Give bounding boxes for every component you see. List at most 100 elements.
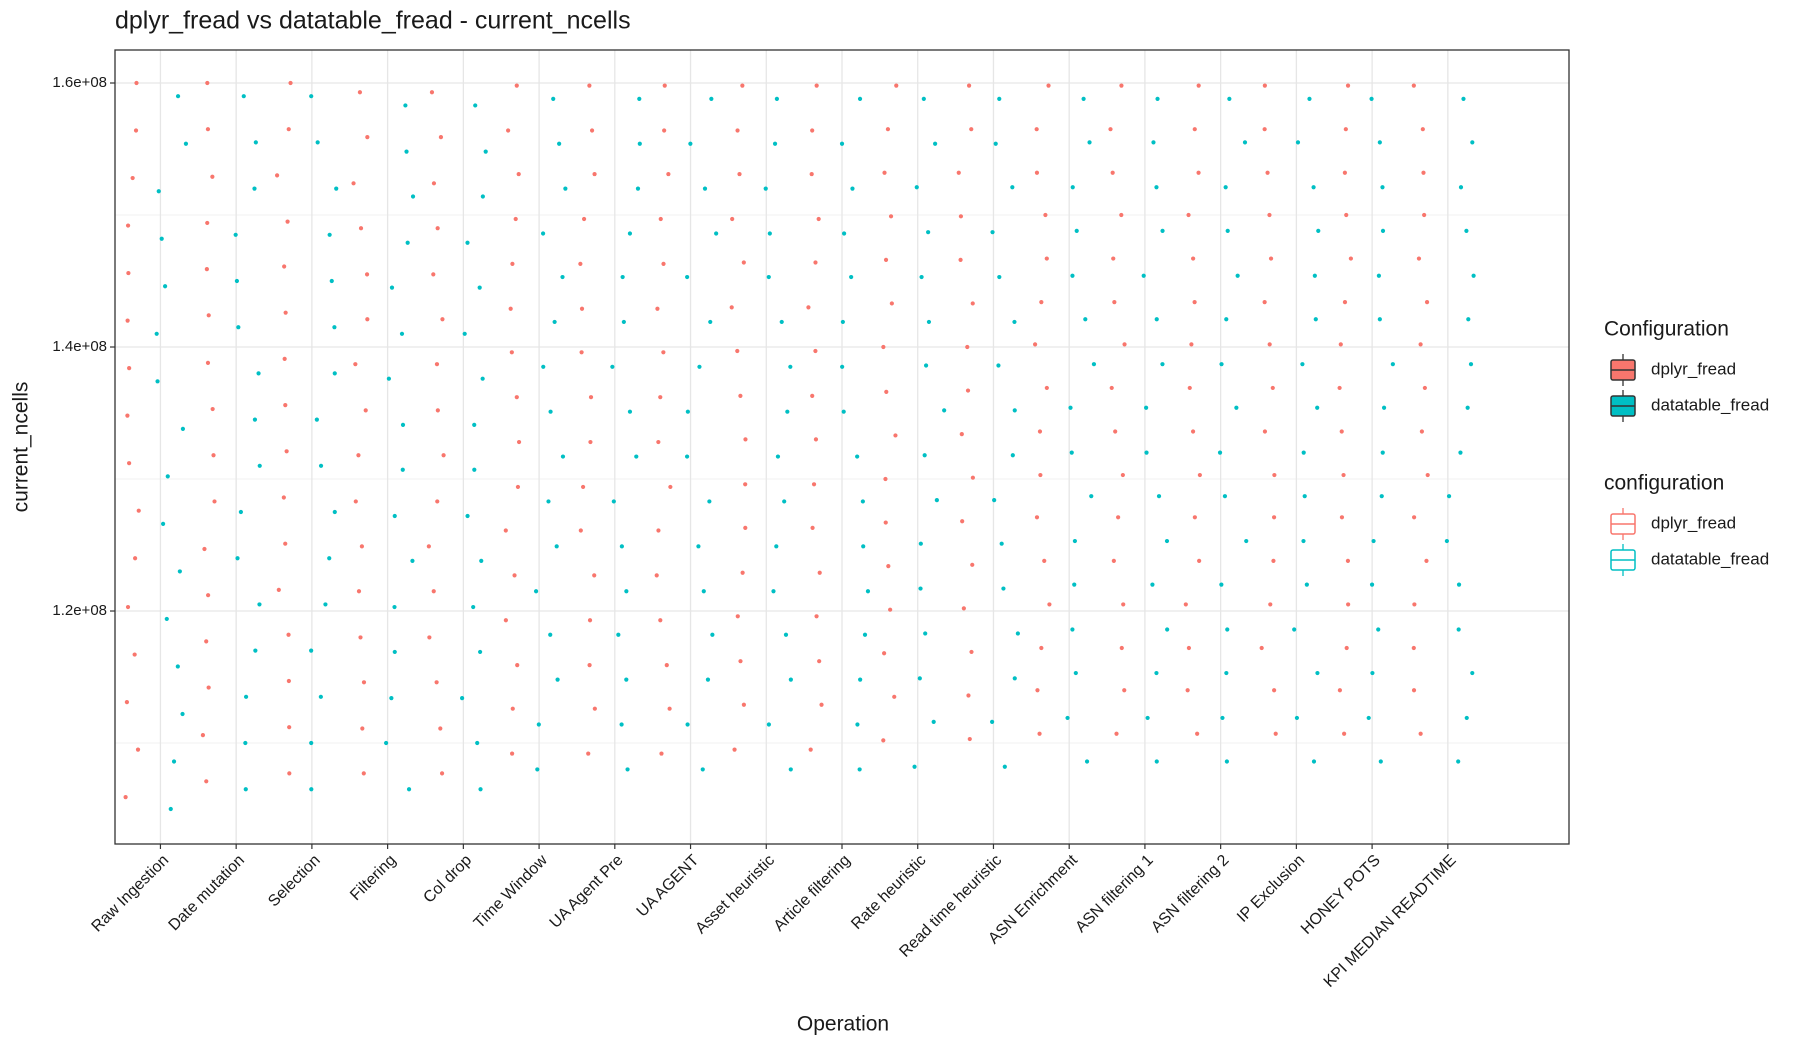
point xyxy=(358,635,363,640)
point xyxy=(1160,362,1165,367)
point xyxy=(743,437,748,442)
point xyxy=(709,96,714,101)
point xyxy=(125,318,130,323)
point xyxy=(1412,602,1417,607)
point xyxy=(1267,212,1272,218)
point xyxy=(364,272,370,277)
point xyxy=(1165,627,1170,632)
point xyxy=(788,767,793,772)
point xyxy=(560,454,566,459)
point xyxy=(403,103,408,108)
point xyxy=(554,544,559,549)
point xyxy=(1446,494,1452,499)
point xyxy=(363,408,368,413)
point xyxy=(1304,582,1309,587)
point xyxy=(1244,538,1249,544)
point xyxy=(357,90,363,95)
point xyxy=(210,406,215,412)
point xyxy=(710,632,715,637)
point xyxy=(202,546,207,552)
y-axis-label: current_ncells xyxy=(10,382,33,513)
point xyxy=(1425,472,1430,478)
point xyxy=(1084,759,1090,764)
point xyxy=(1192,127,1197,132)
point xyxy=(284,449,289,454)
point xyxy=(884,389,889,394)
point xyxy=(309,648,314,653)
point xyxy=(1412,515,1417,520)
point xyxy=(817,570,822,575)
point xyxy=(857,767,862,772)
y-tick-label: 1.6e+08 xyxy=(52,74,107,91)
point xyxy=(557,141,562,146)
point xyxy=(1108,127,1113,132)
point xyxy=(743,525,748,530)
point xyxy=(993,141,998,146)
point xyxy=(154,331,159,336)
chart-title: dplyr_fread vs datatable_fread - current… xyxy=(115,7,631,35)
point xyxy=(1012,408,1017,413)
point xyxy=(125,604,131,610)
point xyxy=(506,128,511,133)
point xyxy=(655,306,660,311)
point xyxy=(1112,300,1117,305)
legend-label: datatable_fread xyxy=(1651,549,1769,568)
point xyxy=(775,454,781,459)
point xyxy=(1119,212,1124,218)
point xyxy=(1370,670,1375,676)
point xyxy=(257,602,262,607)
point xyxy=(813,348,818,354)
point xyxy=(1190,429,1196,434)
point xyxy=(465,240,470,245)
point xyxy=(933,141,938,146)
point xyxy=(810,525,815,530)
point xyxy=(966,693,971,698)
point xyxy=(1416,256,1422,261)
point xyxy=(810,128,815,133)
point xyxy=(431,181,437,186)
point xyxy=(1316,228,1321,233)
x-tick-label: ASN filtering 2 xyxy=(1148,852,1232,936)
point xyxy=(473,103,478,108)
point xyxy=(1294,715,1300,721)
point xyxy=(406,787,412,792)
point xyxy=(735,128,740,133)
point xyxy=(700,767,705,772)
point xyxy=(513,216,518,222)
point xyxy=(772,141,778,146)
point xyxy=(478,649,483,655)
point xyxy=(1119,83,1124,88)
point xyxy=(1420,127,1425,132)
point xyxy=(587,83,592,88)
point xyxy=(276,587,281,592)
point xyxy=(1224,670,1229,676)
point xyxy=(892,694,897,699)
point xyxy=(359,544,365,549)
point xyxy=(1034,127,1039,132)
point xyxy=(1315,405,1320,410)
point xyxy=(332,325,337,330)
point xyxy=(1070,185,1075,190)
point xyxy=(1313,317,1318,322)
point xyxy=(1015,631,1020,636)
point xyxy=(386,376,392,381)
point xyxy=(1037,731,1042,736)
point xyxy=(1070,273,1075,278)
point xyxy=(635,186,641,191)
point xyxy=(1116,515,1121,520)
point xyxy=(1160,228,1165,233)
point xyxy=(235,556,240,561)
point xyxy=(849,274,854,280)
point xyxy=(917,676,922,681)
point xyxy=(165,474,170,479)
point xyxy=(850,186,855,191)
point xyxy=(970,562,975,567)
point xyxy=(281,495,286,500)
x-tick-label: UA AGENT xyxy=(634,852,703,921)
point xyxy=(740,570,745,575)
point xyxy=(1037,429,1043,434)
point xyxy=(238,509,243,515)
point xyxy=(282,356,287,361)
point xyxy=(1466,317,1471,322)
point xyxy=(842,231,847,236)
